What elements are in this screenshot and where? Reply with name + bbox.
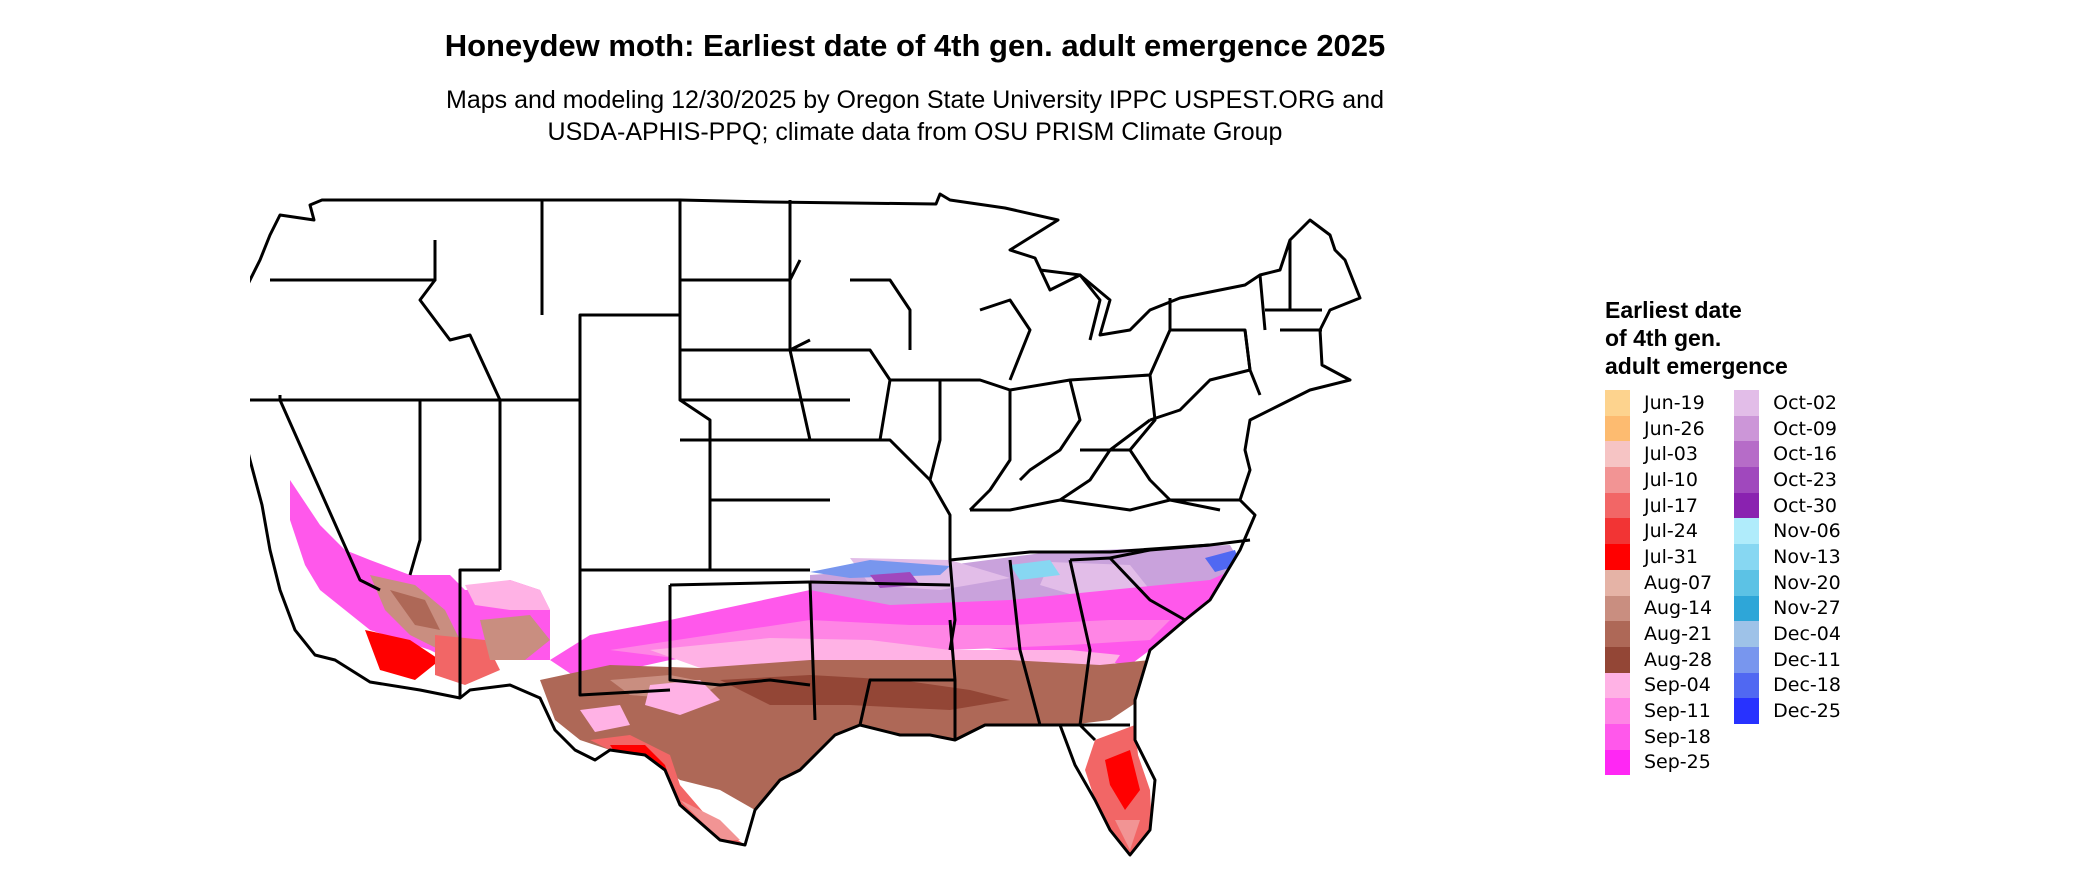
legend-swatch [1605,646,1630,673]
legend-item: Sep-11 [1605,698,1712,724]
legend-item: Dec-11 [1734,646,1841,673]
legend-label: Nov-13 [1773,545,1841,568]
legend-swatch [1734,595,1760,622]
legend-swatch [1734,390,1760,416]
legend-label: Oct-16 [1773,443,1838,466]
legend-label: Dec-18 [1773,674,1841,697]
legend-item: Jul-10 [1605,467,1712,493]
legend-swatch [1605,492,1630,519]
legend-label: Nov-06 [1773,520,1841,543]
legend-item: Jul-17 [1605,492,1712,519]
legend-swatch [1605,595,1630,622]
legend-swatch [1734,544,1760,570]
legend-swatch [1605,518,1630,545]
legend-swatch [1734,698,1760,724]
legend-label: Oct-02 [1773,391,1838,414]
legend-label: Sep-25 [1644,751,1711,774]
legend-swatch [1734,492,1760,519]
legend-label: Aug-07 [1644,571,1713,594]
legend-label: Jul-10 [1644,468,1698,491]
legend-label: Jul-24 [1644,520,1698,543]
legend-swatch [1605,544,1630,570]
legend-item: Sep-25 [1605,749,1712,776]
legend-swatch [1734,518,1760,545]
legend-label: Aug-14 [1644,597,1713,620]
state-boundaries [250,192,1362,857]
legend-columns: Jun-19 Jun-26 Jul-03 Jul-10 Jul-17 Jul-24 Jul-… [1605,390,1841,776]
legend-item: Dec-25 [1734,698,1841,724]
legend-label: Dec-11 [1773,648,1841,671]
legend-column: Oct-02 Oct-09 Oct-16 Oct-23 Oct-30 Nov-06 Nov-… [1734,390,1841,775]
legend-label: Oct-09 [1773,417,1838,440]
legend-item: Jun-19 [1605,390,1712,416]
legend-label: Nov-20 [1773,571,1841,594]
legend-item: Aug-07 [1605,569,1713,596]
legend-swatch [1605,698,1630,724]
legend-label: Sep-11 [1644,700,1711,723]
legend-item: Jul-31 [1605,544,1712,570]
legend-item: Jul-24 [1605,518,1712,545]
subtitle-line-1: Maps and modeling 12/30/2025 by Oregon S… [446,86,1384,114]
legend-swatch [1605,390,1630,416]
legend-label: Aug-21 [1644,623,1713,646]
map-title: Honeydew moth: Earliest date of 4th gen.… [444,28,1386,63]
legend-label: Sep-04 [1644,674,1711,697]
legend-swatch [1605,467,1630,493]
legend-item: Dec-18 [1734,672,1841,699]
legend-swatch [1734,569,1760,596]
legend-label: Oct-23 [1773,468,1838,491]
legend-swatch [1605,672,1630,699]
legend-label: Dec-25 [1773,700,1841,723]
legend-label: Nov-27 [1773,597,1841,620]
legend-swatch [1605,441,1630,468]
legend-swatch [1734,467,1760,493]
legend-swatch [1734,646,1760,673]
legend-item: Jul-03 [1605,441,1712,468]
legend-title-line-3: adult emergence [1605,353,1788,379]
legend-label: Jul-03 [1644,443,1698,466]
legend-swatch [1734,621,1760,647]
map-subtitle: Maps and modeling 12/30/2025 by Oregon S… [0,84,1830,148]
legend-item: Aug-14 [1605,595,1713,622]
us-map [250,192,1362,857]
legend-swatch [1734,672,1760,699]
legend-item: Dec-04 [1734,621,1841,647]
legend-item: Aug-28 [1605,646,1713,673]
legend-label: Oct-30 [1773,494,1838,517]
legend-item: Sep-18 [1605,723,1712,750]
legend-item: Oct-23 [1734,467,1841,493]
legend-item: Nov-06 [1734,518,1841,545]
legend-item: Jun-26 [1605,415,1712,442]
legend-label: Aug-28 [1644,648,1713,671]
emergence-bands [290,480,1260,855]
legend-label: Jun-19 [1644,391,1705,414]
legend-item: Nov-13 [1734,544,1841,570]
legend-item: Nov-27 [1734,595,1841,622]
legend-swatch [1734,441,1760,468]
legend: Earliest date of 4th gen. adult emergenc… [1605,296,1841,776]
subtitle-line-2: USDA-APHIS-PPQ; climate data from OSU PR… [547,118,1283,146]
legend-item: Oct-30 [1734,492,1841,519]
legend-swatch [1605,569,1630,596]
legend-label: Jun-26 [1644,417,1705,440]
legend-item: Oct-16 [1734,441,1841,468]
legend-title-line-2: of 4th gen. [1605,325,1722,351]
legend-item: Oct-02 [1734,390,1841,416]
legend-label: Dec-04 [1773,623,1841,646]
legend-swatch [1734,415,1760,442]
legend-swatch [1605,415,1630,442]
legend-title-line-1: Earliest date [1605,297,1742,323]
legend-label: Jul-17 [1644,494,1698,517]
legend-item: Oct-09 [1734,415,1841,442]
legend-swatch [1605,749,1630,776]
legend-label: Sep-18 [1644,725,1711,748]
legend-item: Nov-20 [1734,569,1841,596]
legend-label: Jul-31 [1644,545,1698,568]
legend-item: Aug-21 [1605,621,1712,647]
legend-item: Sep-04 [1605,672,1712,699]
legend-title: Earliest date of 4th gen. adult emergenc… [1605,296,1841,380]
legend-column: Jun-19 Jun-26 Jul-03 Jul-10 Jul-17 Jul-24 Jul-… [1605,390,1713,776]
legend-swatch [1605,723,1630,750]
legend-swatch [1605,621,1630,647]
